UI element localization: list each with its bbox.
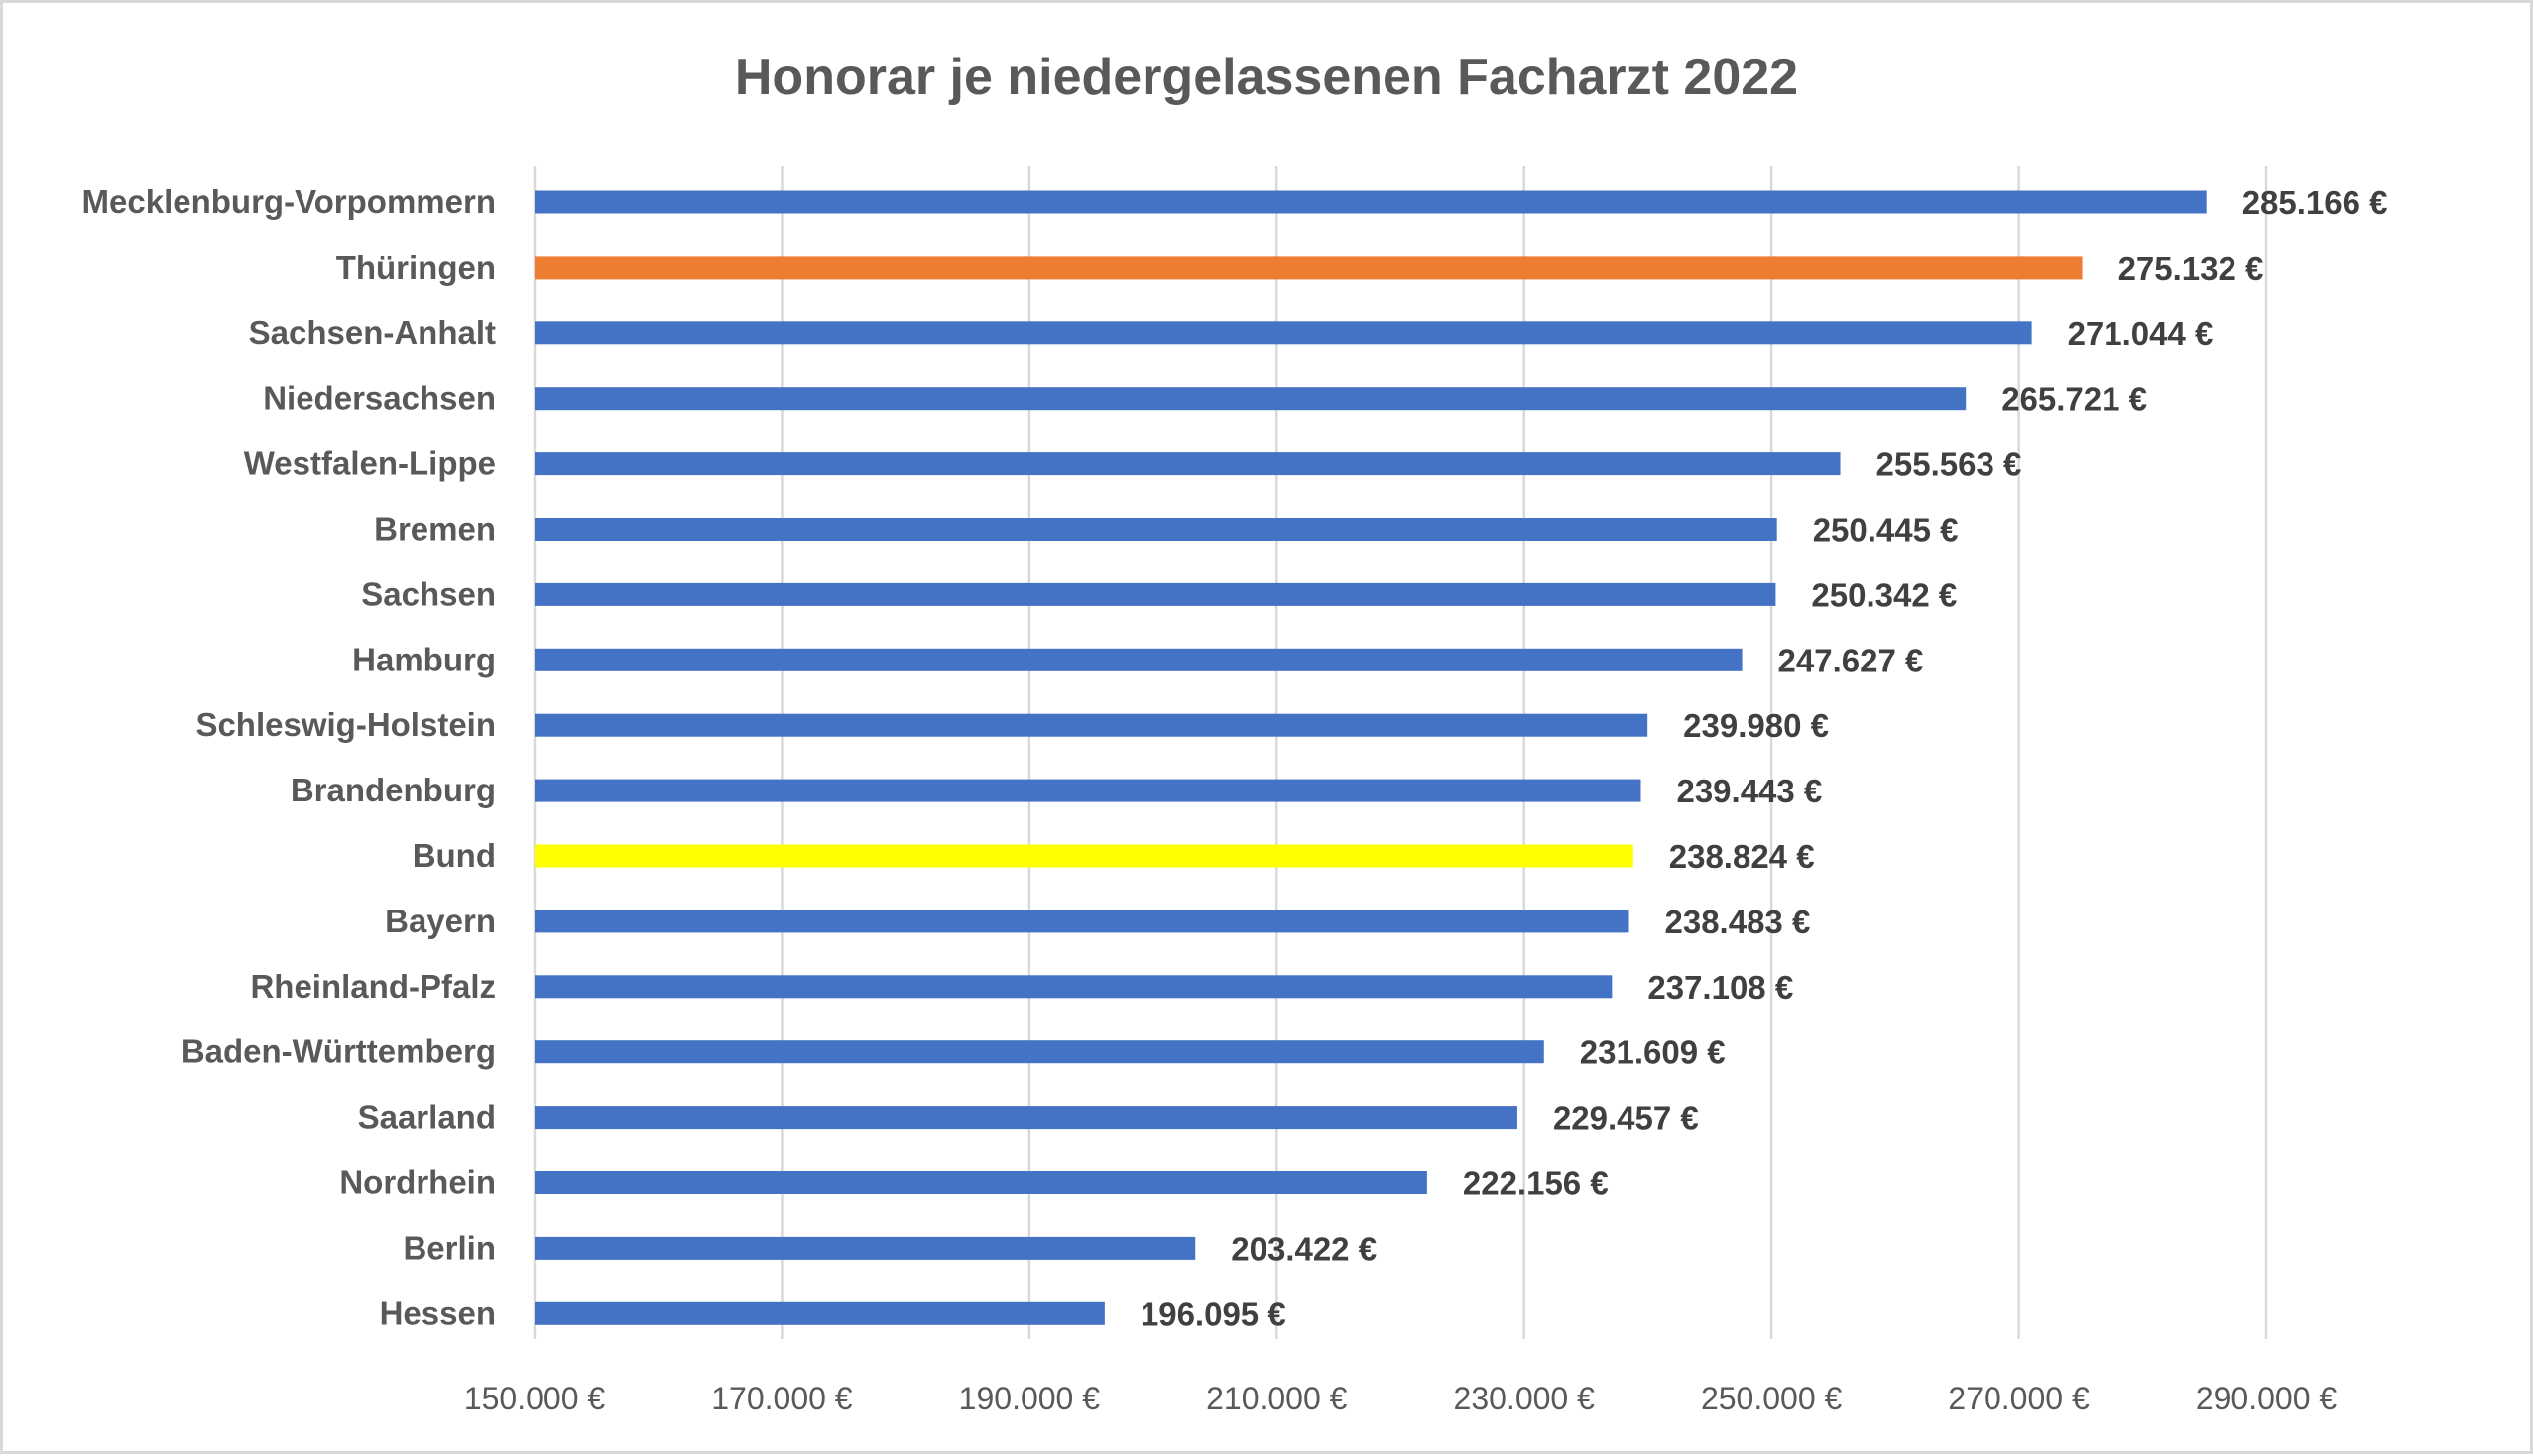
bars <box>535 190 2207 1325</box>
bar <box>535 452 1841 476</box>
bar-chart: Honorar je niedergelassenen Facharzt 202… <box>82 49 2388 1416</box>
tick-labels: 150.000 € 170.000 € 190.000 € 210.000 € 230.… <box>464 1381 2338 1416</box>
bar <box>535 1040 1544 1064</box>
data-label: 250.342 € <box>1811 576 1957 613</box>
bar <box>535 321 2032 345</box>
data-label: 271.044 € <box>2068 315 2214 352</box>
data-label: 247.627 € <box>1778 642 1924 678</box>
category-label: Westfalen-Lippe <box>244 445 496 482</box>
bar <box>535 975 1613 999</box>
x-tick-label: 230.000 € <box>1454 1381 1596 1416</box>
data-label: 238.824 € <box>1669 838 1815 875</box>
x-tick-label: 190.000 € <box>959 1381 1101 1416</box>
data-label: 265.721 € <box>2001 381 2147 418</box>
data-label: 250.445 € <box>1813 512 1959 548</box>
data-label: 285.166 € <box>2242 184 2388 221</box>
bar <box>535 779 1641 802</box>
x-tick-label: 270.000 € <box>1948 1381 2090 1416</box>
data-label: 255.563 € <box>1876 446 2022 483</box>
category-label: Bund <box>413 837 496 874</box>
bar <box>535 648 1743 671</box>
x-tick-label: 250.000 € <box>1701 1381 1843 1416</box>
bar <box>535 844 1633 868</box>
category-label: Brandenburg <box>291 772 496 808</box>
data-label: 239.980 € <box>1683 707 1829 744</box>
bar <box>535 713 1648 737</box>
value-labels: 285.166 € 275.132 € 271.044 € 265.721 € 255.… <box>1141 184 2388 1332</box>
category-label: Rheinland-Pfalz <box>250 968 496 1005</box>
bar <box>535 518 1777 541</box>
category-label: Baden-Württemberg <box>181 1033 496 1070</box>
data-label: 239.443 € <box>1676 773 1822 809</box>
category-label: Saarland <box>358 1099 496 1136</box>
x-tick-label: 210.000 € <box>1206 1381 1348 1416</box>
data-label: 229.457 € <box>1553 1100 1699 1137</box>
x-tick-label: 150.000 € <box>464 1381 606 1416</box>
data-label: 222.156 € <box>1463 1165 1609 1202</box>
bar <box>535 190 2207 214</box>
category-labels: Mecklenburg-Vorpommern Thüringen Sachsen-A… <box>82 183 496 1331</box>
bar <box>535 582 1776 606</box>
category-label: Schleswig-Holstein <box>195 706 496 743</box>
data-label: 275.132 € <box>2118 250 2264 287</box>
bar <box>535 256 2083 280</box>
category-label: Hamburg <box>352 641 496 677</box>
data-label: 231.609 € <box>1580 1034 1726 1071</box>
bar <box>535 387 1967 411</box>
category-label: Hessen <box>380 1294 496 1331</box>
data-label: 203.422 € <box>1231 1230 1377 1267</box>
bar <box>535 910 1629 933</box>
category-label: Nordrhein <box>339 1164 496 1201</box>
data-label: 238.483 € <box>1665 904 1811 940</box>
bar <box>535 1106 1517 1130</box>
chart-title: Honorar je niedergelassenen Facharzt 202… <box>735 49 1798 106</box>
category-label: Sachsen-Anhalt <box>249 314 496 351</box>
x-tick-label: 290.000 € <box>2196 1381 2338 1416</box>
category-label: Mecklenburg-Vorpommern <box>82 183 496 220</box>
bar <box>535 1171 1427 1194</box>
category-label: Thüringen <box>336 249 496 286</box>
x-tick-label: 170.000 € <box>711 1381 853 1416</box>
category-label: Bremen <box>374 511 496 547</box>
category-label: Sachsen <box>361 575 496 612</box>
category-label: Bayern <box>385 903 496 939</box>
bar <box>535 1301 1105 1325</box>
data-label: 237.108 € <box>1647 969 1793 1006</box>
data-label: 196.095 € <box>1141 1295 1286 1332</box>
bar <box>535 1236 1196 1260</box>
category-label: Niedersachsen <box>263 380 496 417</box>
gridlines <box>533 166 2268 1339</box>
category-label: Berlin <box>403 1229 496 1266</box>
